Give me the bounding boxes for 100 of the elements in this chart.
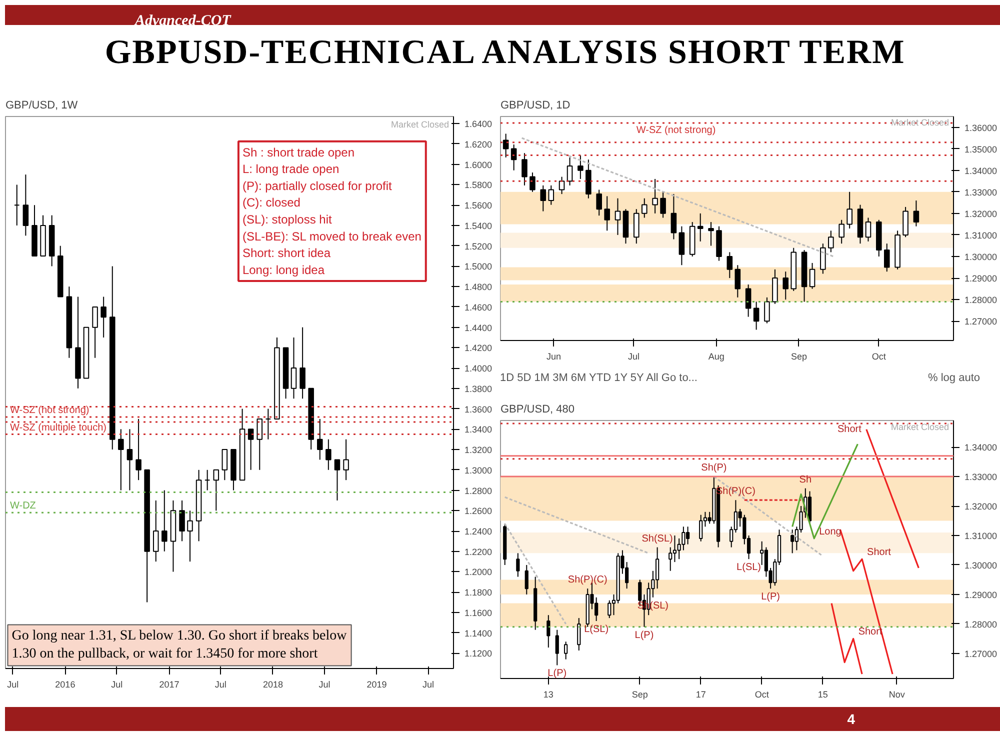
candlestick xyxy=(641,198,648,218)
candlestick xyxy=(290,337,297,400)
y-tick-label: 1.3000 xyxy=(464,465,492,476)
y-tick-label: 1.27000 xyxy=(964,648,998,659)
x-tick-label: 15 xyxy=(818,690,828,700)
candlestick xyxy=(902,206,908,238)
annotation: (P): partially closed for profit xyxy=(242,178,393,193)
candlestick xyxy=(708,222,714,246)
candlestick xyxy=(22,174,29,236)
annotation: L(SL) xyxy=(736,562,762,574)
annotation: Market Closed xyxy=(890,422,949,432)
candlestick xyxy=(838,219,844,244)
candlestick xyxy=(672,534,677,563)
candlestick xyxy=(187,510,193,562)
candlestick xyxy=(678,226,685,266)
y-tick-label: 1.5200 xyxy=(464,241,492,252)
chart-title: GBP/USD, 1D xyxy=(500,100,570,112)
candlestick xyxy=(772,268,778,304)
y-tick-label: 1.3200 xyxy=(464,445,492,456)
x-tick-label: Sep xyxy=(790,352,807,362)
candlestick xyxy=(548,184,554,206)
candlestick xyxy=(14,184,20,226)
y-tick-label: 1.6200 xyxy=(464,140,492,150)
x-tick-label: Aug xyxy=(708,352,724,362)
y-tick-label: 1.5600 xyxy=(464,200,492,211)
candlestick xyxy=(248,428,254,470)
y-tick-label: 1.1800 xyxy=(464,588,492,598)
y-tick-label: 1.2400 xyxy=(464,526,492,537)
y-tick-label: 1.1400 xyxy=(464,628,492,638)
annotation: (SL): stoploss hit xyxy=(242,212,332,227)
y-tick-label: 1.1600 xyxy=(464,608,492,618)
y-tick-label: 1.4800 xyxy=(464,282,492,292)
candlestick xyxy=(152,500,159,562)
y-tick-label: 1.5400 xyxy=(464,220,492,231)
annotation: L(SL) xyxy=(584,624,609,636)
candlestick xyxy=(782,271,789,300)
candlestick xyxy=(753,301,760,330)
ref-line-label: W-DZ xyxy=(10,500,36,512)
y-tick-label: 1.30000 xyxy=(964,560,998,570)
candlestick xyxy=(586,159,592,199)
x-tick-label: Jul xyxy=(422,680,434,690)
annotation: Sh xyxy=(799,474,812,486)
candlestick xyxy=(634,208,640,244)
chart-title: GBP/USD, 480 xyxy=(500,404,574,416)
candlestick xyxy=(808,490,812,524)
y-tick-label: 1.3400 xyxy=(464,424,492,435)
candlestick xyxy=(555,629,559,666)
candlestick xyxy=(300,326,306,400)
x-tick-label: 2016 xyxy=(55,680,76,690)
candlestick xyxy=(524,564,528,595)
candlestick xyxy=(764,296,770,324)
candlestick xyxy=(682,526,686,551)
candlestick xyxy=(162,490,168,552)
y-tick-label: 1.29000 xyxy=(964,274,998,284)
x-tick-label: Jul xyxy=(7,680,19,690)
annotation: L(P) xyxy=(761,592,780,603)
text: 1D 5D 1M 3M 6M YTD 1Y 5Y All Go to... xyxy=(500,371,698,386)
text: Advanced-COT xyxy=(133,12,232,29)
candlestick xyxy=(577,618,581,651)
candlestick xyxy=(846,191,852,229)
candlestick xyxy=(179,500,185,542)
annotation: Long xyxy=(819,526,842,538)
candlestick xyxy=(213,469,220,512)
y-tick-label: 1.5800 xyxy=(464,180,492,190)
y-tick-label: 1.31000 xyxy=(964,530,998,541)
candlestick xyxy=(596,189,602,216)
y-tick-label: 1.2600 xyxy=(464,506,492,516)
candlestick xyxy=(913,200,920,227)
candlestick xyxy=(343,438,349,481)
candlestick xyxy=(790,529,794,554)
y-tick-label: 1.4400 xyxy=(464,322,492,333)
candlestick xyxy=(604,196,610,232)
y-tick-label: 1.2000 xyxy=(464,567,492,578)
ref-line-label: W-SZ (multiple touch) xyxy=(10,422,106,434)
candlestick xyxy=(745,284,752,318)
candlestick xyxy=(222,449,228,481)
candlestick xyxy=(614,198,621,236)
candlestick xyxy=(326,438,332,470)
x-tick-label: Jul xyxy=(628,352,640,362)
x-tick-label: 13 xyxy=(543,690,554,700)
candlestick xyxy=(828,230,834,253)
chart-title: GBP/USD, 1W xyxy=(6,100,78,112)
candlestick xyxy=(564,641,568,660)
x-tick-label: Oct xyxy=(754,690,770,700)
y-tick-label: 1.3800 xyxy=(464,384,492,394)
line-series xyxy=(792,443,858,540)
candlestick xyxy=(865,217,872,242)
y-tick-label: 1.34000 xyxy=(964,166,998,176)
y-tick-label: 1.27000 xyxy=(964,316,998,327)
y-tick-label: 1.36000 xyxy=(964,122,998,133)
candlestick xyxy=(126,428,133,491)
candlestick xyxy=(566,156,573,186)
annotation: Sh(P)(C) xyxy=(568,574,608,586)
annotation: Long: long idea xyxy=(242,262,325,277)
annotation: (SL-BE): SL moved to break even xyxy=(242,229,422,244)
annotation: Short: short idea xyxy=(242,246,331,260)
candlestick xyxy=(522,152,528,186)
candlestick xyxy=(530,172,536,192)
x-tick-label: Jul xyxy=(318,680,330,690)
candlestick xyxy=(884,243,890,272)
